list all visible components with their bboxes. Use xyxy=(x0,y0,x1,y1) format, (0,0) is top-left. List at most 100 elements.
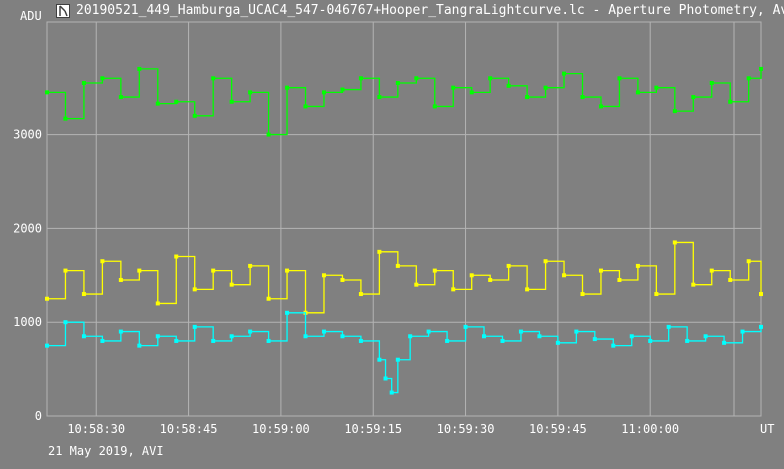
series-0-point xyxy=(654,85,659,90)
series-2-point xyxy=(611,343,616,348)
series-2-point xyxy=(137,343,142,348)
series-2-point xyxy=(377,357,382,362)
series-2-point xyxy=(321,329,326,334)
series-1-point xyxy=(45,296,49,301)
series-0-line xyxy=(47,68,762,136)
series-1-point xyxy=(321,273,326,278)
series-2-point xyxy=(722,340,727,345)
series-2-point xyxy=(63,320,68,325)
series-2-point xyxy=(426,329,431,334)
series-2-point xyxy=(703,334,708,339)
series-1-point xyxy=(728,277,733,282)
series-0-point xyxy=(635,90,640,95)
series-0-point xyxy=(321,90,326,95)
series-2-point xyxy=(81,334,86,339)
series-2-point xyxy=(592,337,597,342)
series-0-point xyxy=(506,83,511,88)
series-0-point xyxy=(598,104,603,109)
x-tick-label: 10:59:45 xyxy=(529,422,587,436)
series-2-point xyxy=(174,338,179,343)
series-1-point xyxy=(395,263,400,268)
series-1-line xyxy=(47,241,762,314)
series-2-point xyxy=(685,338,690,343)
series-0-point xyxy=(432,104,437,109)
y-tick-label: 2000 xyxy=(13,221,42,235)
series-1-point xyxy=(81,292,86,297)
series-1-point xyxy=(506,263,511,268)
series-2-point xyxy=(45,343,49,348)
series-0-point xyxy=(759,66,763,71)
series-1-point xyxy=(469,273,474,278)
series-0-point xyxy=(617,76,622,81)
series-2-point xyxy=(759,324,763,329)
x-tick-label: 10:58:30 xyxy=(67,422,125,436)
series-1-point xyxy=(691,282,696,287)
series-2-point xyxy=(445,338,450,343)
series-2-point xyxy=(266,338,271,343)
series-0-point xyxy=(488,76,493,81)
series-1-point xyxy=(598,268,603,273)
series-2-point xyxy=(463,324,468,329)
series-0-point xyxy=(691,95,696,100)
series-2-point xyxy=(482,334,487,339)
series-1-point xyxy=(746,259,751,264)
series-1-point xyxy=(451,287,456,292)
series-2-point xyxy=(303,334,308,339)
series-2-point xyxy=(537,334,542,339)
series-2-point xyxy=(383,376,388,381)
series-1-point xyxy=(100,259,105,264)
x-tick-label: 10:58:45 xyxy=(160,422,218,436)
x-axis-label: UT xyxy=(760,422,774,436)
series-1-point xyxy=(759,292,763,297)
series-0-point xyxy=(248,90,253,95)
series-0-point xyxy=(562,71,567,76)
series-1-point xyxy=(580,292,585,297)
series-0-point xyxy=(118,95,123,100)
series-1-point xyxy=(137,268,142,273)
y-tick-label: 3000 xyxy=(13,128,42,142)
series-2-point xyxy=(518,329,523,334)
series-0-point xyxy=(709,80,714,85)
series-1-point xyxy=(617,277,622,282)
series-0-point xyxy=(746,76,751,81)
series-0-point xyxy=(377,95,382,100)
window-title: 20190521_449_Hamburga_UCAC4_547-046767+H… xyxy=(76,3,784,18)
series-2-point xyxy=(100,338,105,343)
series-0-point xyxy=(303,104,308,109)
series-0-point xyxy=(266,132,271,137)
series-2-point xyxy=(118,329,123,334)
series-2-point xyxy=(555,340,560,345)
series-1-point xyxy=(63,268,68,273)
series-0-point xyxy=(543,85,548,90)
series-2-line xyxy=(47,312,762,394)
series-1-point xyxy=(432,268,437,273)
series-1-point xyxy=(414,282,419,287)
series-0-point xyxy=(414,76,419,81)
y-axis-label: ADU xyxy=(20,9,42,23)
series-0-point xyxy=(525,95,530,100)
series-1-point xyxy=(358,292,363,297)
series-2-point xyxy=(285,310,290,315)
series-1-point xyxy=(709,268,714,273)
series-1-point xyxy=(118,277,123,282)
series-0-point xyxy=(63,116,68,121)
series-2-point xyxy=(155,334,160,339)
series-0-point xyxy=(155,101,160,106)
series-2-point xyxy=(740,329,745,334)
app-icon xyxy=(56,4,70,18)
series-1-point xyxy=(525,287,530,292)
series-1-point xyxy=(672,240,677,245)
series-0-point xyxy=(728,99,733,104)
series-0-point xyxy=(174,99,179,104)
series-0-point xyxy=(358,76,363,81)
series-0-point xyxy=(340,87,345,92)
y-tick-label: 1000 xyxy=(13,315,42,329)
series-1-point xyxy=(155,301,160,306)
series-2-point xyxy=(666,324,671,329)
series-0-point xyxy=(229,99,234,104)
plot-frame xyxy=(46,21,762,417)
window-titlebar: 20190521_449_Hamburga_UCAC4_547-046767+H… xyxy=(0,0,784,22)
x-tick-label: 10:59:15 xyxy=(344,422,402,436)
series-0-point xyxy=(469,90,474,95)
